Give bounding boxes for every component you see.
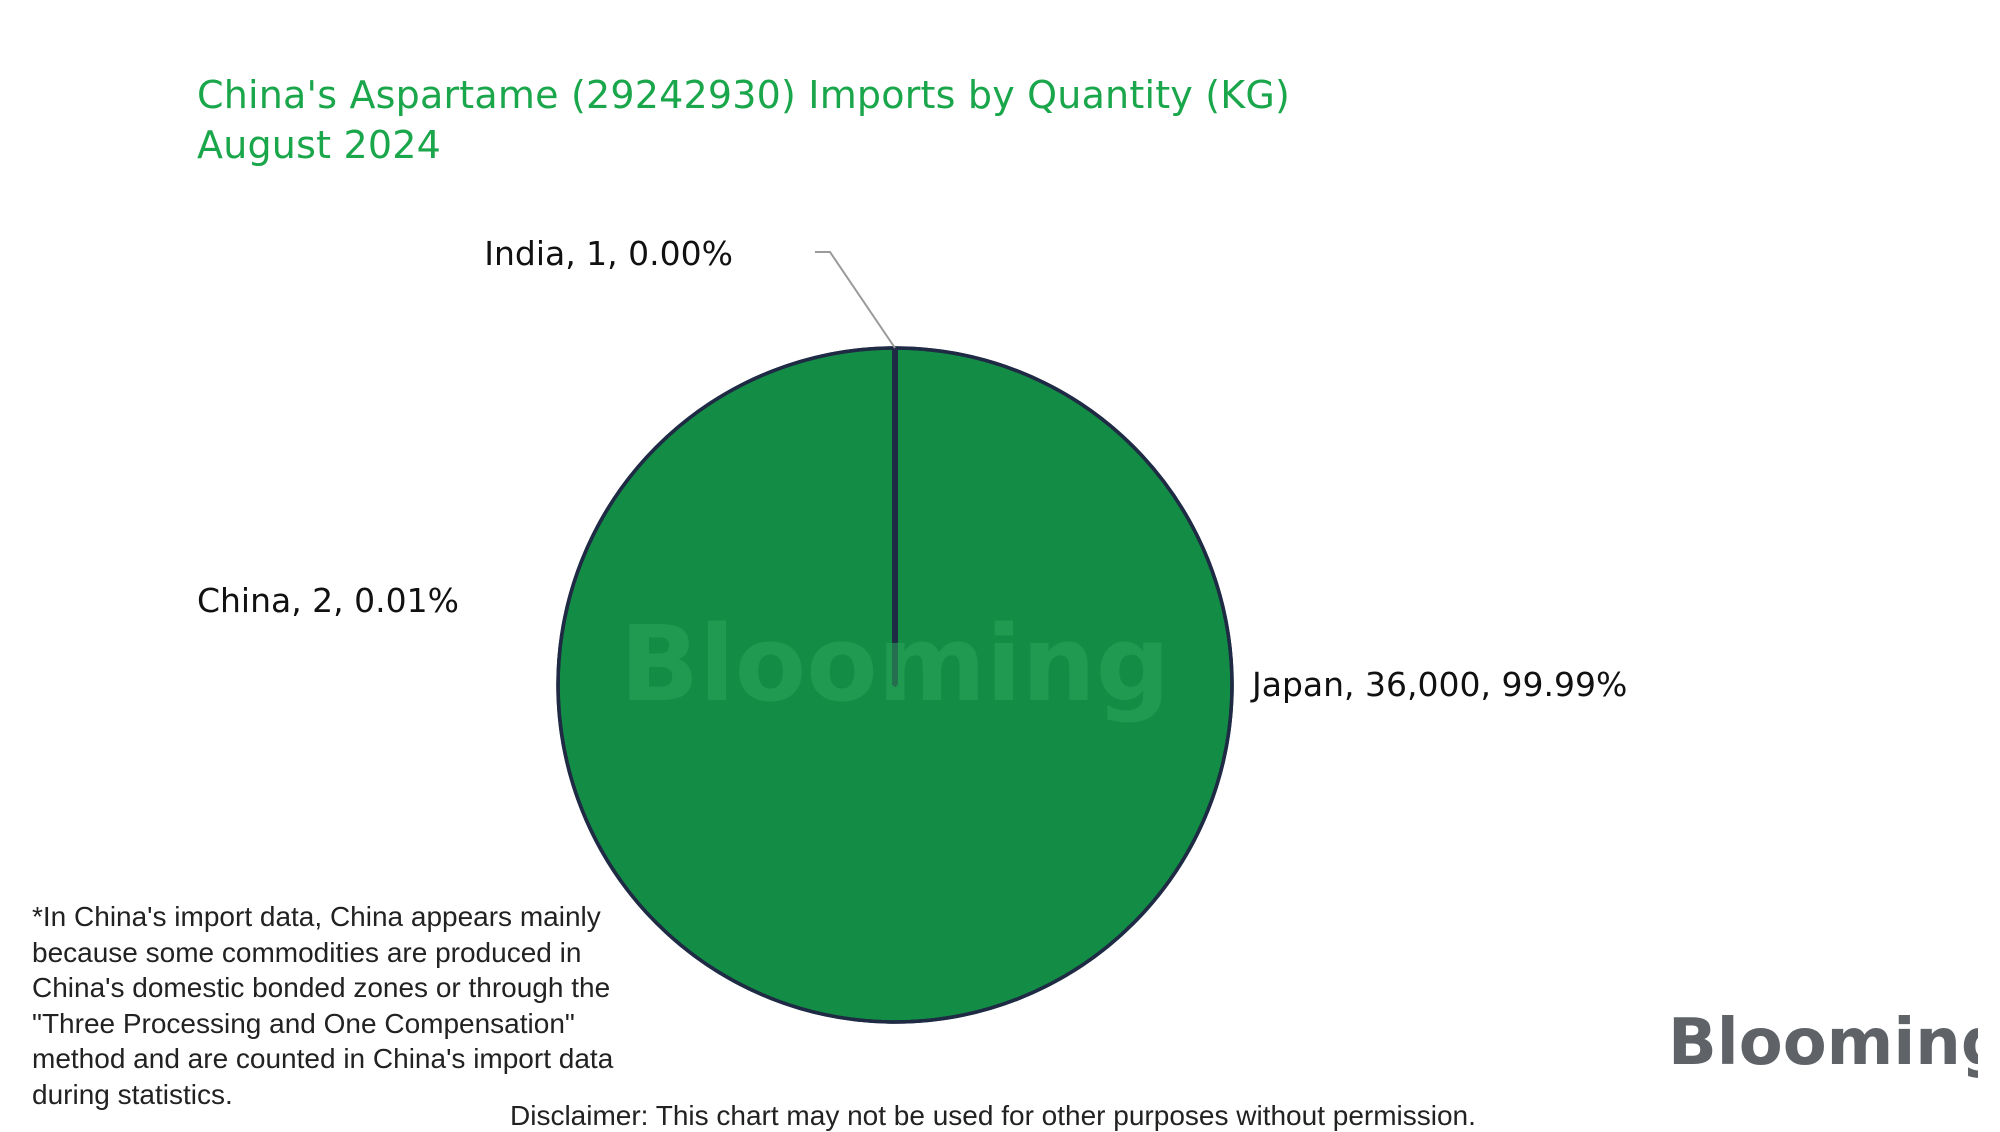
slice-label-india: India, 1, 0.00% [484,234,733,273]
leader-line-india [815,252,895,348]
watermark-text: Blooming [620,603,1170,725]
slice-label-china: China, 2, 0.01% [197,581,459,620]
footnote: *In China's import data, China appears m… [32,899,672,1112]
disclaimer-text: Disclaimer: This chart may not be used f… [510,1100,1476,1132]
blooming-logo: Blooming [1668,998,1978,1088]
slice-label-japan: Japan, 36,000, 99.99% [1250,665,1627,704]
logo-text: Blooming [1668,1006,1978,1080]
